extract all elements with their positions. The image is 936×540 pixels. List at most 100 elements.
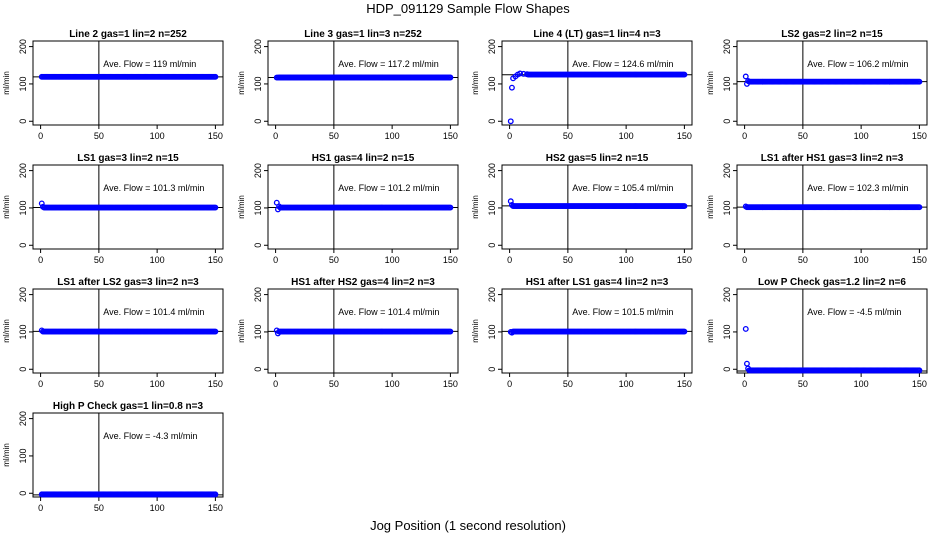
data-point <box>447 328 454 335</box>
x-axis-title: Jog Position (1 second resolution) <box>370 518 566 533</box>
x-tick-label: 150 <box>443 131 458 141</box>
y-tick-label: 0 <box>253 367 263 372</box>
x-tick-label: 150 <box>677 131 692 141</box>
x-tick-label: 50 <box>798 255 808 265</box>
y-axis-label: ml/min <box>237 319 246 343</box>
panel-title: HS1 gas=4 lin=2 n=15 <box>312 153 415 164</box>
data-point <box>447 74 454 81</box>
y-tick-label: 100 <box>722 76 732 91</box>
y-axis-label: ml/min <box>471 71 480 95</box>
average-flow-annotation: Ave. Flow = 101.4 ml/min <box>338 307 439 317</box>
panel-9: LS1 after LS2 gas=3 lin=2 n=3 0 50 100 150 0 1… <box>2 277 224 389</box>
y-tick-label: 100 <box>253 200 263 215</box>
panel-4: LS2 gas=2 lin=2 n=15 0 50 100 150 0 100 200 ml/m… <box>706 29 928 141</box>
average-flow-annotation: Ave. Flow = 101.4 ml/min <box>103 307 204 317</box>
panel-5: LS1 gas=3 lin=2 n=15 0 50 100 150 0 100 200 ml/m… <box>2 153 224 265</box>
x-tick-label: 0 <box>38 131 43 141</box>
y-axis-label: ml/min <box>471 195 480 219</box>
data-point <box>517 70 524 77</box>
y-tick-label: 0 <box>722 243 732 248</box>
x-tick-label: 100 <box>619 379 634 389</box>
data-point <box>742 73 749 80</box>
x-tick-label: 150 <box>208 255 223 265</box>
y-axis-label: ml/min <box>2 443 11 467</box>
data-point <box>276 203 283 210</box>
data-point <box>681 71 688 78</box>
x-tick-label: 0 <box>38 255 43 265</box>
data-point <box>212 204 219 211</box>
data-point <box>508 329 515 336</box>
panel-title: HS2 gas=5 lin=2 n=15 <box>546 153 649 164</box>
figure-title: HDP_091129 Sample Flow Shapes <box>366 1 570 16</box>
x-tick-label: 0 <box>273 255 278 265</box>
y-axis-label: ml/min <box>706 71 715 95</box>
x-tick-label: 50 <box>563 379 573 389</box>
data-point <box>916 78 923 85</box>
x-tick-label: 150 <box>443 255 458 265</box>
y-tick-label: 200 <box>18 39 28 54</box>
plot-frame <box>267 40 459 126</box>
x-tick-label: 100 <box>619 255 634 265</box>
data-point <box>916 367 923 374</box>
x-tick-label: 0 <box>507 131 512 141</box>
panel-1: Line 2 gas=1 lin=2 n=252 0 50 100 150 0 100 200… <box>2 29 224 141</box>
panel-2: Line 3 gas=1 lin=3 n=252 0 50 100 150 0 100 200… <box>237 29 459 141</box>
y-tick-label: 100 <box>487 324 497 339</box>
panel-title: LS1 after HS1 gas=3 lin=2 n=3 <box>761 153 904 164</box>
y-axis-label: ml/min <box>706 319 715 343</box>
panel-title: LS1 gas=3 lin=2 n=15 <box>77 153 179 164</box>
x-tick-label: 50 <box>94 503 104 513</box>
average-flow-annotation: Ave. Flow = 101.3 ml/min <box>103 183 204 193</box>
y-tick-label: 200 <box>487 287 497 302</box>
data-point <box>38 327 45 334</box>
plot-frame <box>32 40 224 126</box>
panel-title: Line 3 gas=1 lin=3 n=252 <box>304 29 422 40</box>
x-tick-label: 0 <box>507 379 512 389</box>
y-tick-label: 100 <box>722 200 732 215</box>
x-tick-label: 50 <box>798 379 808 389</box>
x-tick-label: 150 <box>208 379 223 389</box>
y-tick-label: 200 <box>253 39 263 54</box>
data-point <box>681 203 688 210</box>
y-tick-label: 0 <box>487 367 497 372</box>
average-flow-annotation: Ave. Flow = 102.3 ml/min <box>807 183 908 193</box>
x-tick-label: 50 <box>94 131 104 141</box>
data-point <box>212 491 219 498</box>
x-tick-label: 0 <box>507 255 512 265</box>
y-axis-label: ml/min <box>471 319 480 343</box>
y-tick-label: 0 <box>18 367 28 372</box>
panel-12: Low P Check gas=1.2 lin=2 n=6 0 50 100 150 0 1… <box>706 277 928 389</box>
y-tick-label: 0 <box>253 243 263 248</box>
y-tick-label: 200 <box>18 287 28 302</box>
y-axis-label: ml/min <box>237 195 246 219</box>
data-point <box>520 70 527 77</box>
y-axis-label: ml/min <box>2 319 11 343</box>
y-tick-label: 0 <box>18 243 28 248</box>
panel-title: Low P Check gas=1.2 lin=2 n=6 <box>758 277 906 288</box>
x-tick-label: 50 <box>563 255 573 265</box>
x-tick-label: 50 <box>329 131 339 141</box>
average-flow-annotation: Ave. Flow = 124.6 ml/min <box>572 59 673 69</box>
panel-title: High P Check gas=1 lin=0.8 n=3 <box>53 401 204 412</box>
panel-6: HS1 gas=4 lin=2 n=15 0 50 100 150 0 100 200 ml/m… <box>237 153 459 265</box>
y-axis-label: ml/min <box>2 195 11 219</box>
data-point <box>524 71 531 78</box>
panel-8: LS1 after HS1 gas=3 lin=2 n=3 0 50 100 150 0 1… <box>706 153 928 265</box>
y-tick-label: 100 <box>722 324 732 339</box>
x-tick-label: 50 <box>94 255 104 265</box>
panel-title: HS1 after LS1 gas=4 lin=2 n=3 <box>526 277 669 288</box>
y-tick-label: 200 <box>487 39 497 54</box>
x-tick-label: 150 <box>443 379 458 389</box>
x-tick-label: 100 <box>385 379 400 389</box>
y-tick-label: 100 <box>487 200 497 215</box>
x-tick-label: 150 <box>208 503 223 513</box>
y-tick-label: 0 <box>253 119 263 124</box>
y-tick-label: 100 <box>253 76 263 91</box>
panel-11: HS1 after LS1 gas=4 lin=2 n=3 0 50 100 150 0 1… <box>471 277 693 389</box>
data-point <box>507 118 514 125</box>
data-point <box>38 491 45 498</box>
average-flow-annotation: Ave. Flow = 106.2 ml/min <box>807 59 908 69</box>
x-tick-label: 50 <box>329 379 339 389</box>
x-tick-label: 0 <box>742 379 747 389</box>
data-point <box>916 204 923 211</box>
